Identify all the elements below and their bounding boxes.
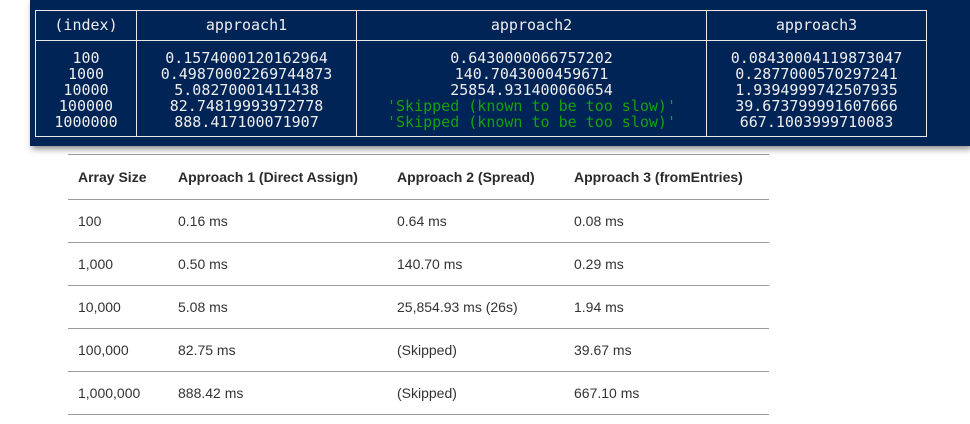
array-size-cell: 100 xyxy=(68,199,168,243)
console-header-index: (index) xyxy=(35,10,137,41)
console-header-approach3: approach3 xyxy=(706,10,927,41)
console-approach2-value: 25854.931400060654 xyxy=(450,81,613,99)
console-approach1-column: 0.1574000120162964 0.49870002269744873 5… xyxy=(136,40,357,137)
approach1-cell: 888.42 ms xyxy=(168,371,387,415)
table-row: 1,000 0.50 ms 140.70 ms 0.29 ms xyxy=(68,242,769,286)
approach2-cell: 140.70 ms xyxy=(387,242,564,286)
column-header-array-size: Array Size xyxy=(68,154,168,200)
column-header-approach1: Approach 1 (Direct Assign) xyxy=(168,154,387,200)
console-header-approach2: approach2 xyxy=(356,10,707,41)
console-approach3-value: 0.2877000570297241 xyxy=(735,65,898,83)
console-approach1-value: 5.08270001411438 xyxy=(174,81,319,99)
console-approach3-value: 667.1003999710083 xyxy=(739,113,894,131)
approach2-cell: (Skipped) xyxy=(387,328,564,372)
console-approach2-value: 0.6430000066757202 xyxy=(450,49,613,67)
console-approach2-value: 140.7043000459671 xyxy=(454,65,609,83)
console-index-value: 1000 xyxy=(67,65,105,83)
array-size-cell: 1,000 xyxy=(68,242,168,286)
approach2-cell: 25,854.93 ms (26s) xyxy=(387,285,564,329)
column-header-approach3: Approach 3 (fromEntries) xyxy=(564,154,769,200)
table-row: 1,000,000 888.42 ms (Skipped) 667.10 ms xyxy=(68,371,769,415)
column-header-approach2: Approach 2 (Spread) xyxy=(387,154,564,200)
approach1-cell: 5.08 ms xyxy=(168,285,387,329)
table-row: 10,000 5.08 ms 25,854.93 ms (26s) 1.94 m… xyxy=(68,285,769,329)
console-approach1-value: 888.417100071907 xyxy=(174,113,319,131)
console-table: (index) approach1 approach2 approach3 10… xyxy=(35,10,927,137)
console-output-panel: (index) approach1 approach2 approach3 10… xyxy=(30,0,970,146)
console-approach3-value: 0.08430004119873047 xyxy=(730,49,903,67)
console-index-value: 1000000 xyxy=(54,113,118,131)
console-approach3-value: 39.673799991607666 xyxy=(735,97,898,115)
console-index-value: 10000 xyxy=(63,81,109,99)
console-approach2-skipped-string: 'Skipped (known to be too slow)' xyxy=(387,113,676,131)
console-approach2-skipped-string: 'Skipped (known to be too slow)' xyxy=(387,97,676,115)
console-approach1-value: 0.49870002269744873 xyxy=(160,65,333,83)
approach3-cell: 1.94 ms xyxy=(564,285,769,329)
console-header-row: (index) approach1 approach2 approach3 xyxy=(35,10,927,41)
console-approach1-value: 0.1574000120162964 xyxy=(165,49,328,67)
approach3-cell: 39.67 ms xyxy=(564,328,769,372)
approach2-cell: (Skipped) xyxy=(387,371,564,415)
approach1-cell: 0.50 ms xyxy=(168,242,387,286)
console-approach3-column: 0.08430004119873047 0.2877000570297241 1… xyxy=(706,40,927,137)
console-index-value: 100 xyxy=(72,49,100,67)
console-header-approach1: approach1 xyxy=(136,10,357,41)
console-index-column: 100 1000 10000 100000 1000000 xyxy=(35,40,137,137)
approach1-cell: 82.75 ms xyxy=(168,328,387,372)
console-approach3-value: 1.9394999742507935 xyxy=(735,81,898,99)
array-size-cell: 100,000 xyxy=(68,328,168,372)
results-header-row: Array Size Approach 1 (Direct Assign) Ap… xyxy=(68,154,769,200)
approach1-cell: 0.16 ms xyxy=(168,199,387,243)
console-body-row: 100 1000 10000 100000 1000000 0.15740001… xyxy=(35,40,927,137)
approach3-cell: 0.08 ms xyxy=(564,199,769,243)
approach3-cell: 667.10 ms xyxy=(564,371,769,415)
results-table: Array Size Approach 1 (Direct Assign) Ap… xyxy=(68,154,769,415)
table-row: 100,000 82.75 ms (Skipped) 39.67 ms xyxy=(68,328,769,372)
console-approach1-value: 82.74819993972778 xyxy=(169,97,324,115)
console-index-value: 100000 xyxy=(58,97,114,115)
approach3-cell: 0.29 ms xyxy=(564,242,769,286)
table-row: 100 0.16 ms 0.64 ms 0.08 ms xyxy=(68,199,769,243)
array-size-cell: 10,000 xyxy=(68,285,168,329)
console-approach2-column: 0.6430000066757202 140.7043000459671 258… xyxy=(356,40,707,137)
array-size-cell: 1,000,000 xyxy=(68,371,168,415)
approach2-cell: 0.64 ms xyxy=(387,199,564,243)
